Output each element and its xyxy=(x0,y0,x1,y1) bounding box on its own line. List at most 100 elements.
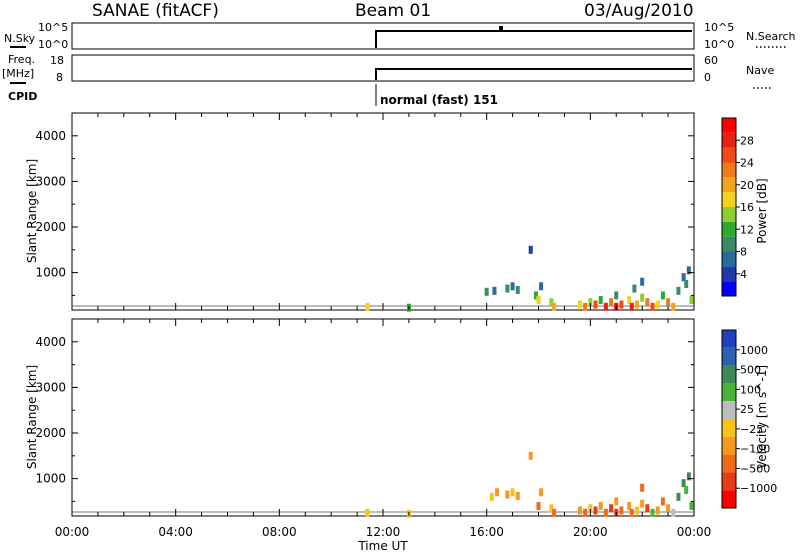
colorbar-tick-label: −500 xyxy=(740,462,770,475)
colorbar-tick-label: 12 xyxy=(740,223,754,236)
velocity-y-ticks: 1000 2000 3000 4000 xyxy=(35,335,694,502)
data-cell xyxy=(609,298,614,307)
power-y-ticks: 1000 2000 3000 4000 xyxy=(35,129,694,296)
data-cell xyxy=(533,291,538,300)
colorbar-tick-label: 100 xyxy=(740,383,761,396)
data-cell xyxy=(549,504,554,513)
nsearch-label: N.Search xyxy=(746,30,796,43)
colorbar-tick-label: 24 xyxy=(740,157,754,170)
data-cell xyxy=(598,295,603,304)
nsky-tick-low: 10^0 xyxy=(38,38,68,51)
data-cell xyxy=(609,504,614,513)
colorbar-swatch xyxy=(722,236,736,252)
colorbar-swatch xyxy=(722,192,736,207)
x-tick-label: 20:00 xyxy=(573,525,608,539)
freq-trace xyxy=(375,68,692,80)
colorbar-tick-label: 20 xyxy=(740,179,754,192)
colorbar-swatch xyxy=(722,118,736,133)
data-cell xyxy=(645,504,650,513)
data-cell xyxy=(505,284,510,293)
cpid-value: normal (fast) 151 xyxy=(380,93,498,107)
data-cell xyxy=(484,287,489,296)
colorbar-swatch xyxy=(722,401,736,419)
data-cell xyxy=(577,506,582,515)
colorbar-tick-label: 1000 xyxy=(740,344,768,357)
data-cell xyxy=(583,302,588,311)
data-cell xyxy=(655,506,660,515)
colorbar-swatch xyxy=(722,251,736,267)
data-cell xyxy=(619,506,624,515)
data-cell xyxy=(552,302,557,311)
y-tick-label: 1000 xyxy=(35,472,66,486)
data-cell xyxy=(666,298,671,307)
y-tick-label: 3000 xyxy=(35,380,66,394)
colorbar-swatch xyxy=(722,162,736,178)
freq-panel xyxy=(71,54,695,82)
data-cell xyxy=(681,479,686,488)
power-plot-frame xyxy=(71,112,695,311)
freq-unit: [MHz] xyxy=(2,67,34,80)
nave-label: Nave xyxy=(746,64,774,77)
freq-label: Freq. xyxy=(8,53,35,66)
colorbar-tick-label: −25 xyxy=(740,423,763,436)
data-cell xyxy=(689,295,694,304)
nsky-label: N.Sky xyxy=(4,32,36,45)
power-ylabel: Slant Range [km] xyxy=(25,159,39,263)
colorbar-swatch xyxy=(722,454,736,473)
power-x-ticks xyxy=(71,113,695,310)
data-cell xyxy=(627,295,632,304)
colorbar-swatch xyxy=(722,266,736,282)
colorbar-swatch xyxy=(722,365,736,384)
velocity-ylabel: Slant Range [km] xyxy=(25,365,39,469)
colorbar-tick-label: 8 xyxy=(740,246,747,259)
data-cell xyxy=(671,508,676,517)
data-cell xyxy=(671,302,676,311)
date-title: 03/Aug/2010 xyxy=(584,1,694,21)
data-cell xyxy=(660,497,665,506)
power-colorbar: 4 8 12 16 20 24 28 xyxy=(721,117,754,297)
colorbar-swatch xyxy=(722,436,736,455)
data-cell xyxy=(528,245,533,254)
data-cell xyxy=(515,285,520,294)
x-axis-label: Time UT xyxy=(357,539,408,553)
x-tick-label: 16:00 xyxy=(469,525,504,539)
data-cell xyxy=(634,506,639,515)
data-cell xyxy=(539,488,544,497)
data-cell xyxy=(686,266,691,275)
colorbar-swatch xyxy=(722,383,736,402)
nave-tick-high: 60 xyxy=(704,54,718,67)
data-cell xyxy=(640,483,645,492)
x-tick-label: 00:00 xyxy=(677,525,712,539)
data-cell xyxy=(593,506,598,515)
colorbar-swatch xyxy=(722,347,736,366)
data-cell xyxy=(577,300,582,309)
data-cell xyxy=(536,295,541,304)
data-cell xyxy=(593,300,598,309)
data-cell xyxy=(640,499,645,508)
colorbar-frame xyxy=(721,329,737,509)
nsky-trace xyxy=(375,26,692,48)
nsky-panel xyxy=(71,22,695,50)
data-cell xyxy=(510,488,515,497)
data-cell xyxy=(552,508,557,517)
data-cell xyxy=(515,491,520,500)
data-cell xyxy=(686,472,691,481)
data-cell xyxy=(495,488,500,497)
data-cell xyxy=(681,273,686,282)
x-tick-label: 04:00 xyxy=(158,525,193,539)
y-tick-label: 4000 xyxy=(35,129,66,143)
cpid-label: CPID xyxy=(8,90,37,103)
freq-tick-high: 18 xyxy=(50,54,64,67)
data-cell xyxy=(689,501,694,510)
data-cell xyxy=(634,300,639,309)
data-cell xyxy=(603,302,608,311)
nsearch-tick-high: 10^5 xyxy=(704,21,734,34)
data-cell xyxy=(655,300,660,309)
data-cell xyxy=(640,277,645,286)
data-cell xyxy=(666,504,671,513)
x-tick-label: 12:00 xyxy=(366,525,401,539)
colorbar-swatch xyxy=(722,330,736,348)
colorbar-swatch xyxy=(722,472,736,491)
velocity-colorbar: 1000 500 100 25 −25 −100 −500 −1000 xyxy=(721,329,777,509)
power-plot: 1000 2000 3000 4000 Slant Range [km] xyxy=(25,112,695,312)
